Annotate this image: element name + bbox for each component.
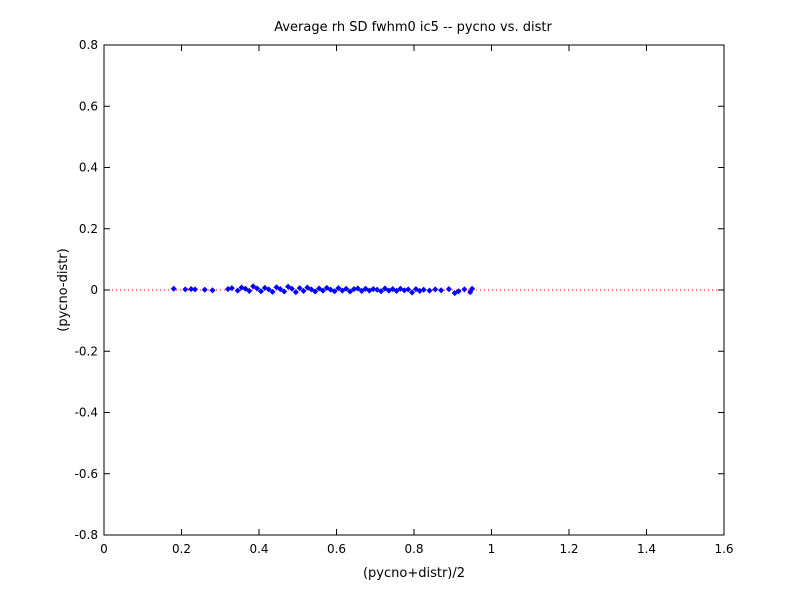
x-tick-label: 0.6 <box>327 542 346 556</box>
x-tick-label: 1.4 <box>637 542 656 556</box>
y-tick-label: 0 <box>90 283 98 297</box>
x-tick-label: 1 <box>488 542 496 556</box>
data-point <box>316 285 323 292</box>
y-tick-label: 0.4 <box>79 161 98 175</box>
data-point <box>323 284 330 291</box>
data-point <box>451 290 458 297</box>
data-point <box>432 286 439 293</box>
data-point <box>292 289 299 296</box>
data-point <box>228 285 235 292</box>
data-point <box>312 288 319 295</box>
data-point <box>201 286 208 293</box>
data-point <box>277 286 284 293</box>
data-point <box>254 285 261 292</box>
x-tick-label: 0 <box>100 542 108 556</box>
x-tick-label: 0.2 <box>172 542 191 556</box>
data-point <box>426 287 433 294</box>
data-point <box>335 285 342 292</box>
data-point <box>250 283 257 290</box>
x-tick-label: 0.8 <box>404 542 423 556</box>
x-axis-ticks: 0 0.2 0.4 0.6 0.8 1 1.2 1.4 1.6 <box>100 45 734 556</box>
data-point <box>242 285 249 292</box>
data-point <box>300 287 307 294</box>
data-point <box>234 287 241 294</box>
y-tick-label: 0.6 <box>79 99 98 113</box>
y-tick-label: -0.4 <box>75 406 98 420</box>
data-point <box>257 288 264 295</box>
data-point <box>438 287 445 294</box>
data-point <box>238 284 245 291</box>
data-point <box>209 287 216 294</box>
y-tick-label: -0.2 <box>75 344 98 358</box>
data-point <box>192 286 199 293</box>
data-point <box>304 284 311 291</box>
data-point <box>269 288 276 295</box>
data-point <box>170 285 177 292</box>
data-point <box>281 288 288 295</box>
data-point <box>362 285 369 292</box>
y-axis-ticks: -0.8 -0.6 -0.4 -0.2 0 0.2 0.4 0.6 0.8 <box>75 38 724 542</box>
data-point <box>265 286 272 293</box>
data-point <box>354 285 361 292</box>
y-tick-label: 0.8 <box>79 38 98 52</box>
x-tick-label: 1.6 <box>714 542 733 556</box>
data-point <box>370 286 377 293</box>
data-point <box>339 287 346 294</box>
data-point <box>358 287 365 294</box>
chart-title: Average rh SD fwhm0 ic5 -- pycno vs. dis… <box>274 20 552 35</box>
x-tick-label: 1.2 <box>559 542 578 556</box>
data-point <box>389 286 396 293</box>
data-point <box>319 287 326 294</box>
data-point <box>308 286 315 293</box>
y-tick-label: 0.2 <box>79 222 98 236</box>
data-point <box>378 288 385 295</box>
data-point <box>343 285 350 292</box>
x-axis-label: (pycno+distr)/2 <box>363 566 465 581</box>
data-point <box>273 284 280 291</box>
data-point <box>188 286 195 293</box>
data-point <box>331 288 338 295</box>
data-point <box>288 285 295 292</box>
data-point <box>285 283 292 290</box>
data-point <box>393 287 400 294</box>
y-axis-label: (pycno-distr) <box>56 248 71 331</box>
data-point <box>381 285 388 292</box>
data-point <box>347 288 354 295</box>
data-point <box>420 286 427 293</box>
data-point <box>445 286 452 293</box>
data-point <box>469 285 476 292</box>
data-point <box>409 289 416 296</box>
x-tick-label: 0.4 <box>249 542 268 556</box>
data-point <box>461 286 468 293</box>
data-point <box>182 286 189 293</box>
y-tick-label: -0.8 <box>75 528 98 542</box>
data-point <box>296 285 303 292</box>
data-point <box>405 286 412 293</box>
data-point <box>455 288 462 295</box>
data-point <box>246 287 253 294</box>
data-points <box>170 283 476 297</box>
data-point <box>412 286 419 293</box>
y-tick-label: -0.6 <box>75 467 98 481</box>
